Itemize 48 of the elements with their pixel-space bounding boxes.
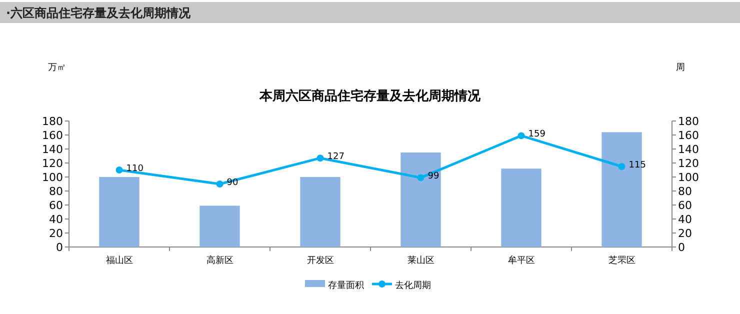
- x-tick-label: 开发区: [306, 255, 334, 266]
- bar: [99, 177, 140, 247]
- y2-tick-label: 140: [678, 143, 699, 156]
- y-tick-label: 140: [42, 143, 63, 156]
- legend-label: 去化周期: [395, 280, 431, 291]
- y-tick-label: 100: [42, 171, 63, 184]
- legend-label: 存量面积: [328, 280, 364, 291]
- point: [316, 154, 324, 162]
- y-tick-label: 160: [42, 129, 63, 142]
- chart-subtitle: 本周六区商品住宅存量及去化周期情况: [258, 88, 482, 104]
- chart-title: ·六区商品住宅存量及去化周期情况: [6, 6, 192, 20]
- y-axis-title: 万㎡: [48, 63, 66, 73]
- y2-tick-label: 60: [678, 199, 692, 212]
- point: [618, 163, 626, 170]
- y-tick-label: 20: [49, 227, 63, 240]
- y2-tick-label: 180: [678, 115, 699, 128]
- y2-tick-label: 40: [678, 213, 692, 226]
- point: [116, 166, 123, 174]
- bar: [400, 152, 441, 247]
- data-label: 99: [428, 172, 440, 182]
- y-tick-label: 180: [42, 115, 63, 128]
- y2-axis-title: 周: [676, 62, 685, 73]
- data-label: 127: [327, 152, 344, 162]
- x-tick-label: 牟平区: [508, 255, 535, 266]
- y-tick-label: 40: [49, 213, 63, 226]
- data-label: 115: [628, 160, 646, 170]
- x-tick-label: 福山区: [106, 255, 133, 266]
- y-tick-label: 0: [56, 241, 63, 254]
- bar: [501, 168, 542, 247]
- y2-tick-label: 20: [678, 227, 692, 240]
- y2-tick-label: 0: [678, 241, 685, 254]
- x-tick-label: 莱山区: [407, 255, 434, 266]
- y2-tick-label: 80: [678, 185, 692, 198]
- data-label: 159: [528, 130, 546, 140]
- x-tick-label: 芝罘区: [608, 255, 636, 266]
- y-tick-label: 120: [42, 157, 63, 170]
- y2-tick-label: 120: [678, 157, 699, 170]
- point: [216, 180, 224, 188]
- x-tick-label: 高新区: [206, 255, 234, 266]
- y-tick-label: 80: [49, 185, 63, 198]
- bar: [200, 206, 240, 247]
- y2-tick-label: 160: [678, 129, 699, 142]
- y-tick-label: 60: [49, 199, 63, 212]
- point: [417, 174, 424, 182]
- point: [518, 132, 525, 140]
- data-label: 110: [126, 164, 144, 174]
- bar: [300, 177, 340, 247]
- y2-tick-label: 100: [678, 171, 699, 184]
